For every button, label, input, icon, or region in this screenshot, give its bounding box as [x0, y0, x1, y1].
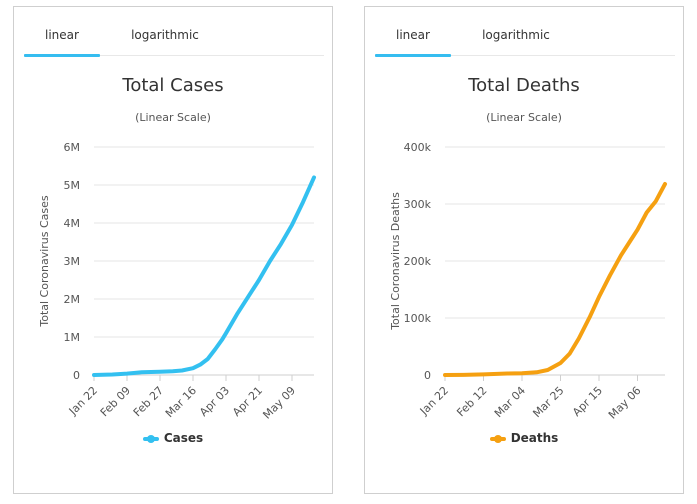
x-tick-label: Feb 12	[454, 384, 489, 419]
legend-label: Cases	[163, 431, 204, 445]
legend-swatch	[489, 434, 506, 443]
series-line-deaths	[443, 182, 667, 377]
y-tick-label: 1M	[64, 331, 81, 344]
chart-subtitle: (Linear Scale)	[135, 111, 211, 124]
y-tick-label: 100k	[404, 312, 432, 325]
x-tick-label: Mar 25	[530, 384, 566, 420]
y-tick-label: 4M	[64, 217, 81, 230]
tab-linear[interactable]: linear	[24, 7, 100, 57]
legend-label: Deaths	[510, 431, 559, 445]
chart-subtitle: (Linear Scale)	[486, 111, 562, 124]
chart-title: Total Cases	[122, 75, 224, 96]
y-tick-label: 3M	[64, 255, 81, 268]
cases-scale-tabs: linear logarithmic	[24, 7, 324, 57]
x-tick-label: Jan 22	[66, 384, 100, 418]
deaths-plot: 0 100k 200k 300k 400k Jan 22 Feb 12 Mar 04 Mar 2…	[389, 141, 667, 422]
x-tick-label: Apr 15	[570, 384, 605, 419]
deaths-scale-tabs: linear logarithmic	[375, 7, 675, 57]
chart-title: Total Deaths	[468, 75, 580, 96]
y-tick-label: 2M	[64, 293, 81, 306]
cases-chart-panel: linear logarithmic Total Cases (Linear S…	[13, 6, 333, 494]
x-tick-label: May 06	[606, 384, 644, 422]
y-axis-title: Total Coronavirus Cases	[38, 195, 51, 328]
tab-linear[interactable]: linear	[375, 7, 451, 57]
chart-legend[interactable]: Deaths	[365, 431, 683, 445]
deaths-chart-panel: linear logarithmic Total Deaths (Linear …	[364, 6, 684, 494]
x-tick-label: Feb 09	[98, 384, 133, 419]
x-tick-label: Feb 27	[131, 384, 166, 419]
tab-logarithmic[interactable]: logarithmic	[131, 28, 199, 42]
y-tick-label: 6M	[64, 141, 81, 154]
x-tick-label: Jan 22	[417, 384, 451, 418]
x-tick-label: Apr 03	[197, 384, 232, 419]
x-tick-label: May 09	[260, 384, 298, 422]
y-tick-label: 300k	[404, 198, 432, 211]
y-tick-label: 200k	[404, 255, 432, 268]
tab-logarithmic[interactable]: logarithmic	[482, 28, 550, 42]
legend-swatch	[142, 434, 159, 443]
y-tick-label: 5M	[64, 179, 81, 192]
y-tick-label: 0	[424, 369, 431, 382]
y-axis-title: Total Coronavirus Deaths	[389, 192, 402, 331]
series-line-cases	[92, 175, 316, 377]
chart-legend[interactable]: Cases	[14, 431, 332, 445]
y-tick-label: 0	[73, 369, 80, 382]
y-tick-label: 400k	[404, 141, 432, 154]
x-tick-label: Mar 04	[492, 384, 528, 420]
x-tick-label: Mar 16	[163, 384, 199, 420]
x-tick-label: Apr 21	[230, 384, 265, 419]
